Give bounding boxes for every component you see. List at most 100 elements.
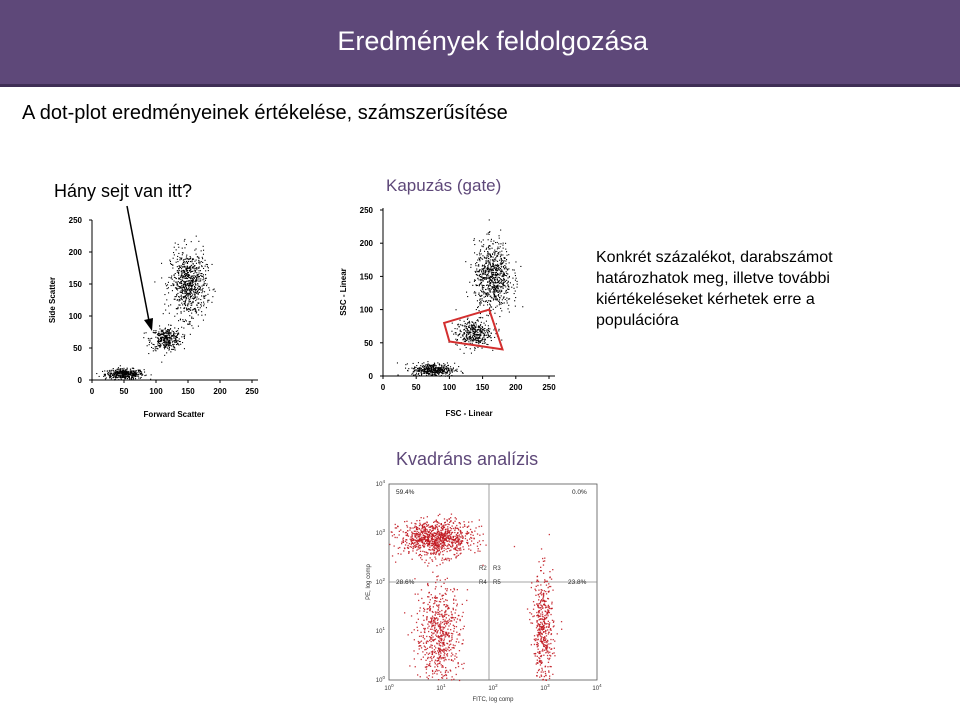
dot <box>535 639 537 641</box>
dot <box>444 611 446 613</box>
dot <box>456 368 458 370</box>
dot <box>187 259 189 261</box>
dot <box>433 619 435 622</box>
dot <box>176 288 178 290</box>
dot <box>407 634 409 636</box>
dot <box>174 338 176 340</box>
dot <box>212 289 214 291</box>
dot <box>182 342 184 344</box>
dot <box>494 278 496 280</box>
dot <box>493 276 495 278</box>
dot <box>185 287 187 289</box>
dot <box>447 365 449 367</box>
dot <box>431 676 434 678</box>
dot <box>413 650 415 652</box>
dot <box>462 667 464 670</box>
dot <box>429 665 432 667</box>
dot <box>451 539 454 541</box>
dot <box>464 328 466 330</box>
dot <box>196 279 198 281</box>
dot <box>196 269 198 271</box>
dot <box>428 562 430 564</box>
dot <box>530 586 532 589</box>
dot <box>462 335 464 337</box>
dot <box>545 647 548 649</box>
dot <box>450 611 452 613</box>
dot <box>411 373 413 375</box>
dot <box>431 537 433 539</box>
dot <box>497 274 499 276</box>
dot <box>507 280 509 282</box>
dot <box>185 284 187 286</box>
dot <box>422 615 424 617</box>
dot <box>497 265 499 267</box>
dot <box>183 276 185 278</box>
dot <box>451 635 453 637</box>
dot <box>423 531 425 533</box>
dot <box>179 319 181 321</box>
dot <box>442 642 444 644</box>
dot <box>546 580 548 582</box>
dot <box>197 283 199 285</box>
dot <box>427 538 430 540</box>
dot <box>438 525 440 527</box>
dot <box>539 593 541 595</box>
dot <box>529 618 531 621</box>
dot <box>473 327 475 329</box>
dot <box>187 272 189 274</box>
dot <box>177 333 179 335</box>
dot <box>544 670 546 673</box>
dot <box>451 636 453 639</box>
dot <box>158 345 160 347</box>
dot <box>499 289 501 291</box>
dot <box>178 252 180 254</box>
dot <box>434 374 436 376</box>
dot <box>193 297 195 299</box>
dot <box>406 526 409 528</box>
dot <box>502 297 504 299</box>
dot <box>495 286 497 288</box>
dot <box>474 347 476 349</box>
dot <box>480 256 482 258</box>
dot <box>397 374 399 376</box>
dot <box>163 338 165 340</box>
dot <box>545 606 547 608</box>
dot <box>444 521 446 523</box>
dot <box>139 377 141 379</box>
dot <box>402 538 404 540</box>
dot <box>399 546 401 549</box>
dot <box>489 264 491 266</box>
dot <box>178 320 180 322</box>
dot <box>199 291 201 293</box>
dot <box>542 644 545 646</box>
dot <box>201 266 203 268</box>
dot <box>508 288 510 290</box>
dot <box>183 287 185 289</box>
dot <box>179 291 181 293</box>
dot <box>445 537 447 539</box>
dot <box>447 608 449 610</box>
dot <box>119 368 121 370</box>
dot <box>186 309 188 311</box>
dot <box>442 365 444 367</box>
dot <box>482 326 484 328</box>
dot <box>449 623 451 625</box>
dot <box>446 588 448 590</box>
dot <box>431 527 433 529</box>
dot <box>180 270 182 272</box>
dot <box>435 612 437 614</box>
dot <box>470 332 472 334</box>
dot <box>440 630 442 632</box>
dot <box>488 248 490 250</box>
dot <box>443 537 445 539</box>
dot <box>482 337 484 339</box>
dot <box>541 618 543 620</box>
dot <box>476 336 478 338</box>
question-label: Hány sejt van itt? <box>54 181 193 201</box>
dot <box>164 338 166 340</box>
dot <box>540 675 543 677</box>
dot <box>440 369 442 371</box>
dot <box>471 336 473 338</box>
dot <box>196 289 198 291</box>
dot <box>472 324 474 326</box>
